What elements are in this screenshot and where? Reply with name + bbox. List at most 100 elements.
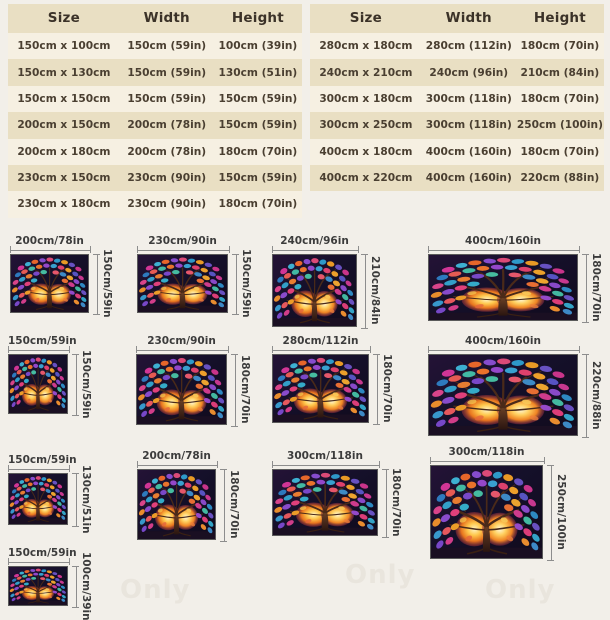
height-dimension-bar <box>231 354 238 427</box>
height-dimension: 180cm/70in <box>231 354 257 427</box>
artwork-thumbnail <box>272 469 378 536</box>
cell-width: 230cm (90in) <box>119 164 214 192</box>
width-dimension-bar <box>8 558 70 565</box>
height-dimension: 180cm/70in <box>373 354 399 425</box>
table-row: 150cm x 130cm 150cm (59in) 130cm (51in) <box>8 59 302 86</box>
cell-width: 150cm (59in) <box>119 85 214 113</box>
width-dimension-bar <box>8 465 70 472</box>
width-dimension-bar <box>137 461 218 468</box>
width-dimension-bar <box>272 346 371 353</box>
width-dimension-label: 150cm/59in <box>8 547 77 559</box>
cell-width: 400cm (160in) <box>421 164 516 192</box>
cell-height: 250cm (100in) <box>515 112 604 139</box>
height-dimension-bar <box>72 566 79 608</box>
size-diagram-region: 200cm/78in <box>0 222 610 620</box>
table-row: 200cm x 180cm 200cm (78in) 180cm (70in) <box>8 138 302 165</box>
artwork-thumbnail <box>272 354 369 423</box>
width-dimension: 230cm/90in <box>136 335 229 353</box>
cell-size: 200cm x 180cm <box>8 138 120 165</box>
width-dimension-label: 150cm/59in <box>8 454 77 466</box>
height-dimension-label: 130cm/51in <box>80 464 92 534</box>
column-header-size: Size <box>8 4 120 33</box>
height-dimension-bar <box>373 354 380 425</box>
height-dimension: 180cm/70in <box>220 469 246 542</box>
cell-height: 220cm (88in) <box>515 164 604 192</box>
artwork-thumbnail <box>272 254 357 327</box>
table-row: 300cm x 180cm 300cm (118in) 180cm (70in) <box>310 85 604 113</box>
cell-size: 150cm x 100cm <box>8 33 120 60</box>
cell-width: 240cm (96in) <box>421 59 516 86</box>
cell-height: 180cm (70in) <box>515 85 604 113</box>
table-row: 200cm x 150cm 200cm (78in) 150cm (59in) <box>8 112 302 139</box>
table-row: 280cm x 180cm 280cm (112in) 180cm (70in) <box>310 33 604 60</box>
height-dimension-bar <box>547 465 554 561</box>
cell-size: 300cm x 250cm <box>310 112 422 139</box>
height-dimension-label: 250cm/100in <box>555 474 567 550</box>
width-dimension-bar <box>428 246 580 253</box>
width-dimension-bar <box>8 346 70 353</box>
height-dimension-label: 180cm/70in <box>228 470 240 539</box>
height-dimension-label: 150cm/59in <box>240 249 252 318</box>
height-dimension-label: 150cm/59in <box>101 249 113 318</box>
artwork-thumbnail <box>428 254 578 321</box>
size-table-left: Size Width Height 150cm x 100cm 150cm (5… <box>8 4 302 218</box>
height-dimension-bar <box>582 354 589 438</box>
width-dimension-label: 280cm/112in <box>282 335 359 347</box>
width-dimension: 200cm/78in <box>137 450 218 468</box>
width-dimension: 240cm/96in <box>272 235 359 253</box>
width-dimension-label: 300cm/118in <box>448 446 525 458</box>
cell-width: 300cm (118in) <box>421 112 516 139</box>
column-header-width: Width <box>119 4 214 33</box>
column-header-width: Width <box>421 4 516 33</box>
height-dimension-label: 210cm/84in <box>369 256 381 325</box>
height-dimension-label: 180cm/70in <box>590 253 602 322</box>
cell-height: 180cm (70in) <box>213 138 302 165</box>
artwork-thumbnail <box>8 473 68 525</box>
table-header-row: Size Width Height <box>8 4 302 33</box>
artwork-thumbnail <box>430 465 543 559</box>
height-dimension: 180cm/70in <box>582 253 608 323</box>
cell-height: 150cm (59in) <box>213 85 302 113</box>
width-dimension-bar <box>136 346 229 353</box>
artwork-thumbnail <box>8 566 68 606</box>
width-dimension-label: 300cm/118in <box>287 450 363 462</box>
width-dimension-bar <box>272 246 359 253</box>
column-header-size: Size <box>310 4 422 33</box>
cell-height: 100cm (39in) <box>213 33 302 60</box>
width-dimension-bar <box>428 346 580 353</box>
width-dimension-bar <box>137 246 230 253</box>
width-dimension-label: 200cm/78in <box>15 235 84 247</box>
width-dimension-bar <box>10 246 91 253</box>
width-dimension: 230cm/90in <box>137 235 230 253</box>
cell-width: 280cm (112in) <box>421 33 516 60</box>
cell-width: 400cm (160in) <box>421 138 516 165</box>
cell-width: 230cm (90in) <box>119 191 214 218</box>
height-dimension: 100cm/39in <box>72 552 98 620</box>
height-dimension: 220cm/88in <box>582 354 608 438</box>
cell-width: 200cm (78in) <box>119 112 214 139</box>
table-row: 150cm x 100cm 150cm (59in) 100cm (39in) <box>8 33 302 60</box>
cell-height: 210cm (84in) <box>515 59 604 86</box>
width-dimension-label: 230cm/90in <box>148 235 217 247</box>
size-tables-region: Size Width Height 150cm x 100cm 150cm (5… <box>0 4 610 222</box>
artwork-thumbnail <box>137 469 216 540</box>
table-row: 300cm x 250cm 300cm (118in) 250cm (100in… <box>310 112 604 139</box>
height-dimension-bar <box>220 469 227 542</box>
table-row: 150cm x 150cm 150cm (59in) 150cm (59in) <box>8 85 302 113</box>
cell-width: 300cm (118in) <box>421 85 516 113</box>
cell-height: 180cm (70in) <box>515 138 604 165</box>
cell-size: 150cm x 150cm <box>8 85 120 113</box>
cell-height: 180cm (70in) <box>515 33 604 60</box>
cell-size: 150cm x 130cm <box>8 59 120 86</box>
cell-size: 200cm x 150cm <box>8 112 120 139</box>
cell-height: 150cm (59in) <box>213 164 302 192</box>
table-row: 230cm x 150cm 230cm (90in) 150cm (59in) <box>8 164 302 192</box>
cell-height: 180cm (70in) <box>213 191 302 218</box>
height-dimension: 250cm/100in <box>547 465 573 561</box>
artwork-thumbnail <box>10 254 89 313</box>
width-dimension-label: 400cm/160in <box>465 235 541 247</box>
cell-size: 280cm x 180cm <box>310 33 422 60</box>
height-dimension: 130cm/51in <box>72 464 98 534</box>
cell-size: 400cm x 180cm <box>310 138 422 165</box>
